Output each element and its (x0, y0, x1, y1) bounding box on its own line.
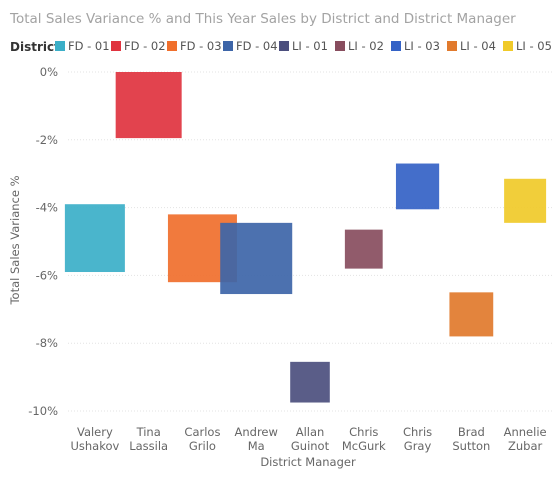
legend-entry-label: LI - 02 (348, 39, 384, 53)
bar-li-02 (344, 229, 383, 269)
x-tick-label: Sutton (452, 439, 490, 453)
legend-swatch (55, 41, 65, 51)
legend-swatch (111, 41, 121, 51)
legend-swatch (447, 41, 457, 51)
legend-entry-label: LI - 05 (516, 39, 552, 53)
bar-fd-04 (220, 222, 293, 295)
bars (64, 72, 547, 403)
y-tick-label: 0% (40, 65, 58, 79)
legend-swatch (167, 41, 177, 51)
y-tick-label: -2% (36, 133, 58, 147)
x-tick-label: Grilo (189, 439, 216, 453)
legend-entry-label: FD - 04 (236, 39, 278, 53)
legend-entry-label: LI - 01 (292, 39, 328, 53)
x-tick-label: Brad (458, 425, 485, 439)
x-tick-label: Andrew (235, 425, 278, 439)
x-tick-label: Zubar (508, 439, 543, 453)
bar-li-01 (290, 361, 330, 403)
x-tick-label: Ma (248, 439, 265, 453)
x-tick-label: Annelie (504, 425, 547, 439)
legend: District FD - 01 FD - 02 FD - 03 FD - 04 LI … (10, 39, 552, 54)
x-tick-label: Tina (136, 425, 161, 439)
x-tick-label: Ushakov (70, 439, 119, 453)
legend-swatch (223, 41, 233, 51)
x-tick-label: Chris (403, 425, 432, 439)
x-tick-label: Allan (296, 425, 325, 439)
x-tick-label: McGurk (342, 439, 386, 453)
legend-entry-label: LI - 04 (460, 39, 496, 53)
x-tick-label: Carlos (184, 425, 220, 439)
legend-swatch (391, 41, 401, 51)
legend-entry-label: FD - 02 (124, 39, 166, 53)
legend-swatch (503, 41, 513, 51)
bar-fd-02 (115, 72, 182, 139)
bar-fd-01 (64, 204, 125, 273)
y-tick-label: -4% (36, 201, 58, 215)
y-axis-label: Total Sales Variance % (8, 175, 22, 305)
y-tick-label: -6% (36, 268, 58, 282)
legend-entry-label: FD - 03 (180, 39, 222, 53)
legend-swatch (335, 41, 345, 51)
x-axis-label: District Manager (260, 455, 356, 469)
legend-entry-label: FD - 01 (68, 39, 110, 53)
bar-li-04 (449, 292, 494, 337)
x-tick-label: Guinot (291, 439, 330, 453)
x-tick-label: Lassila (129, 439, 168, 453)
legend-swatch (279, 41, 289, 51)
bar-li-05 (504, 178, 547, 223)
x-tick-label: Chris (349, 425, 378, 439)
x-tick-label: Gray (404, 439, 432, 453)
bar-li-03 (395, 163, 440, 210)
legend-entry-label: LI - 03 (404, 39, 440, 53)
legend-title: District (10, 40, 60, 54)
x-tick-label: Valery (77, 425, 113, 439)
y-axis: 0% -2% -4% -6% -8% -10% (28, 65, 58, 418)
y-tick-label: -10% (28, 404, 58, 418)
y-tick-label: -8% (36, 336, 58, 350)
chart-title: Total Sales Variance % and This Year Sal… (9, 11, 516, 27)
